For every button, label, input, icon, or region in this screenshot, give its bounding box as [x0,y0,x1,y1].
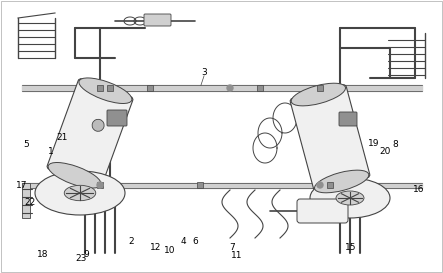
Circle shape [227,85,233,91]
FancyBboxPatch shape [339,112,357,126]
Text: 22: 22 [24,198,35,207]
Text: 15: 15 [345,243,357,251]
Bar [317,85,323,91]
Text: 23: 23 [75,254,87,263]
Ellipse shape [48,162,101,188]
Bar [97,85,103,91]
Text: 4: 4 [181,237,187,246]
Bar [327,182,333,188]
Text: 12: 12 [150,243,162,251]
Text: 19: 19 [368,139,379,148]
Ellipse shape [79,78,132,103]
Text: 21: 21 [56,133,68,142]
Ellipse shape [336,191,364,205]
Text: 18: 18 [37,250,49,259]
Text: 9: 9 [84,250,89,259]
Text: 11: 11 [231,251,243,260]
Ellipse shape [291,83,346,106]
Circle shape [97,182,103,188]
Text: 7: 7 [230,243,235,251]
Ellipse shape [315,170,369,193]
Circle shape [317,182,323,188]
Ellipse shape [92,119,104,131]
Bar [97,182,103,188]
Text: 20: 20 [380,147,391,156]
Bar [147,85,153,91]
Bar [257,85,263,91]
Bar [197,182,203,188]
Text: 17: 17 [16,181,27,190]
Text: 5: 5 [23,140,28,149]
Ellipse shape [310,178,390,218]
Text: 2: 2 [128,237,133,246]
Text: 16: 16 [413,185,424,194]
Text: 8: 8 [393,140,398,149]
FancyBboxPatch shape [107,110,127,126]
FancyBboxPatch shape [297,199,348,223]
FancyBboxPatch shape [47,79,133,187]
Ellipse shape [35,171,125,215]
Text: 3: 3 [201,68,206,77]
Text: 6: 6 [192,237,198,246]
Ellipse shape [64,185,96,201]
FancyBboxPatch shape [144,14,171,26]
Polygon shape [22,183,30,218]
FancyBboxPatch shape [290,85,370,191]
Text: 10: 10 [164,246,175,255]
Text: 1: 1 [48,147,54,156]
Bar [107,85,113,91]
